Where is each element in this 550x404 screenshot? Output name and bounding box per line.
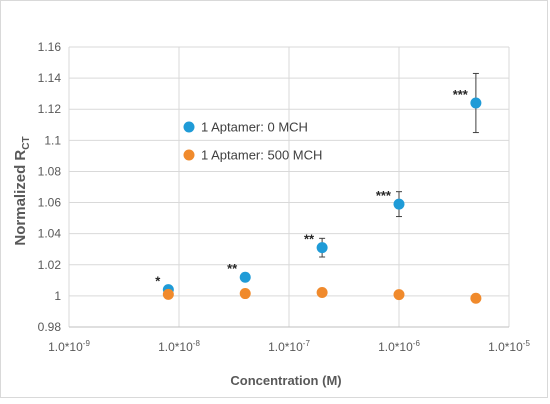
y-tick-label: 1.06	[38, 196, 62, 210]
x-tick-label: 1.0*10-5	[488, 339, 530, 354]
x-tick-exponent: -8	[193, 339, 201, 348]
data-point	[239, 271, 251, 283]
x-tick-exponent: -5	[523, 339, 531, 348]
y-axis-label: Normalized RCT	[12, 136, 32, 245]
significance-label: **	[227, 261, 238, 276]
y-tick-label: 1.12	[38, 102, 62, 116]
x-tick-mantissa: 1.0*10	[268, 340, 303, 354]
x-tick-mantissa: 1.0*10	[158, 340, 193, 354]
y-tick-label: 1.04	[38, 227, 62, 241]
data-point	[470, 292, 482, 304]
data-point	[393, 289, 405, 301]
data-point	[470, 97, 482, 109]
significance-label: ***	[376, 188, 392, 203]
y-tick-label: 0.98	[38, 320, 62, 334]
significance-label: ***	[453, 87, 469, 102]
y-axis-label-subscript: CT	[21, 136, 32, 149]
data-point	[239, 288, 251, 300]
y-tick-label: 1.08	[38, 164, 62, 178]
x-tick-exponent: -9	[83, 339, 91, 348]
data-point	[162, 288, 174, 300]
x-tick-exponent: -7	[303, 339, 311, 348]
y-tick-labels: 0.98 1 1.02 1.04 1.06 1.08 1.1 1.12 1.14 1.16	[38, 40, 62, 334]
y-axis-label-main: Normalized R	[12, 150, 29, 246]
y-tick-label: 1.14	[38, 71, 62, 85]
legend-label: 1 Aptamer: 500 MCH	[201, 148, 322, 163]
data-point	[316, 286, 328, 298]
x-tick-label: 1.0*10-6	[378, 339, 420, 354]
legend: 1 Aptamer: 0 MCH 1 Aptamer: 500 MCH	[183, 120, 322, 163]
x-tick-exponent: -6	[413, 339, 421, 348]
x-tick-label: 1.0*10-7	[268, 339, 310, 354]
x-tick-mantissa: 1.0*10	[48, 340, 83, 354]
gridlines	[68, 46, 510, 328]
legend-marker	[183, 121, 195, 133]
data-point	[316, 242, 328, 254]
x-tick-mantissa: 1.0*10	[378, 340, 413, 354]
y-tick-label: 1.02	[38, 258, 62, 272]
data-point	[393, 198, 405, 210]
data-marks: ***********	[155, 72, 482, 304]
x-tick-label: 1.0*10-8	[158, 339, 200, 354]
significance-label: *	[155, 274, 161, 289]
x-tick-labels: 1.0*10-9 1.0*10-8 1.0*10-7 1.0*10-6 1.0*10-5	[48, 339, 530, 354]
y-tick-label: 1.16	[38, 40, 62, 54]
x-axis-label: Concentration (M)	[230, 373, 341, 388]
significance-label: **	[304, 232, 315, 247]
legend-label: 1 Aptamer: 0 MCH	[201, 120, 308, 135]
y-tick-label: 1.1	[44, 133, 61, 147]
x-tick-label: 1.0*10-9	[48, 339, 90, 354]
legend-marker	[183, 149, 195, 161]
y-tick-label: 1	[54, 289, 61, 303]
x-tick-mantissa: 1.0*10	[488, 340, 523, 354]
